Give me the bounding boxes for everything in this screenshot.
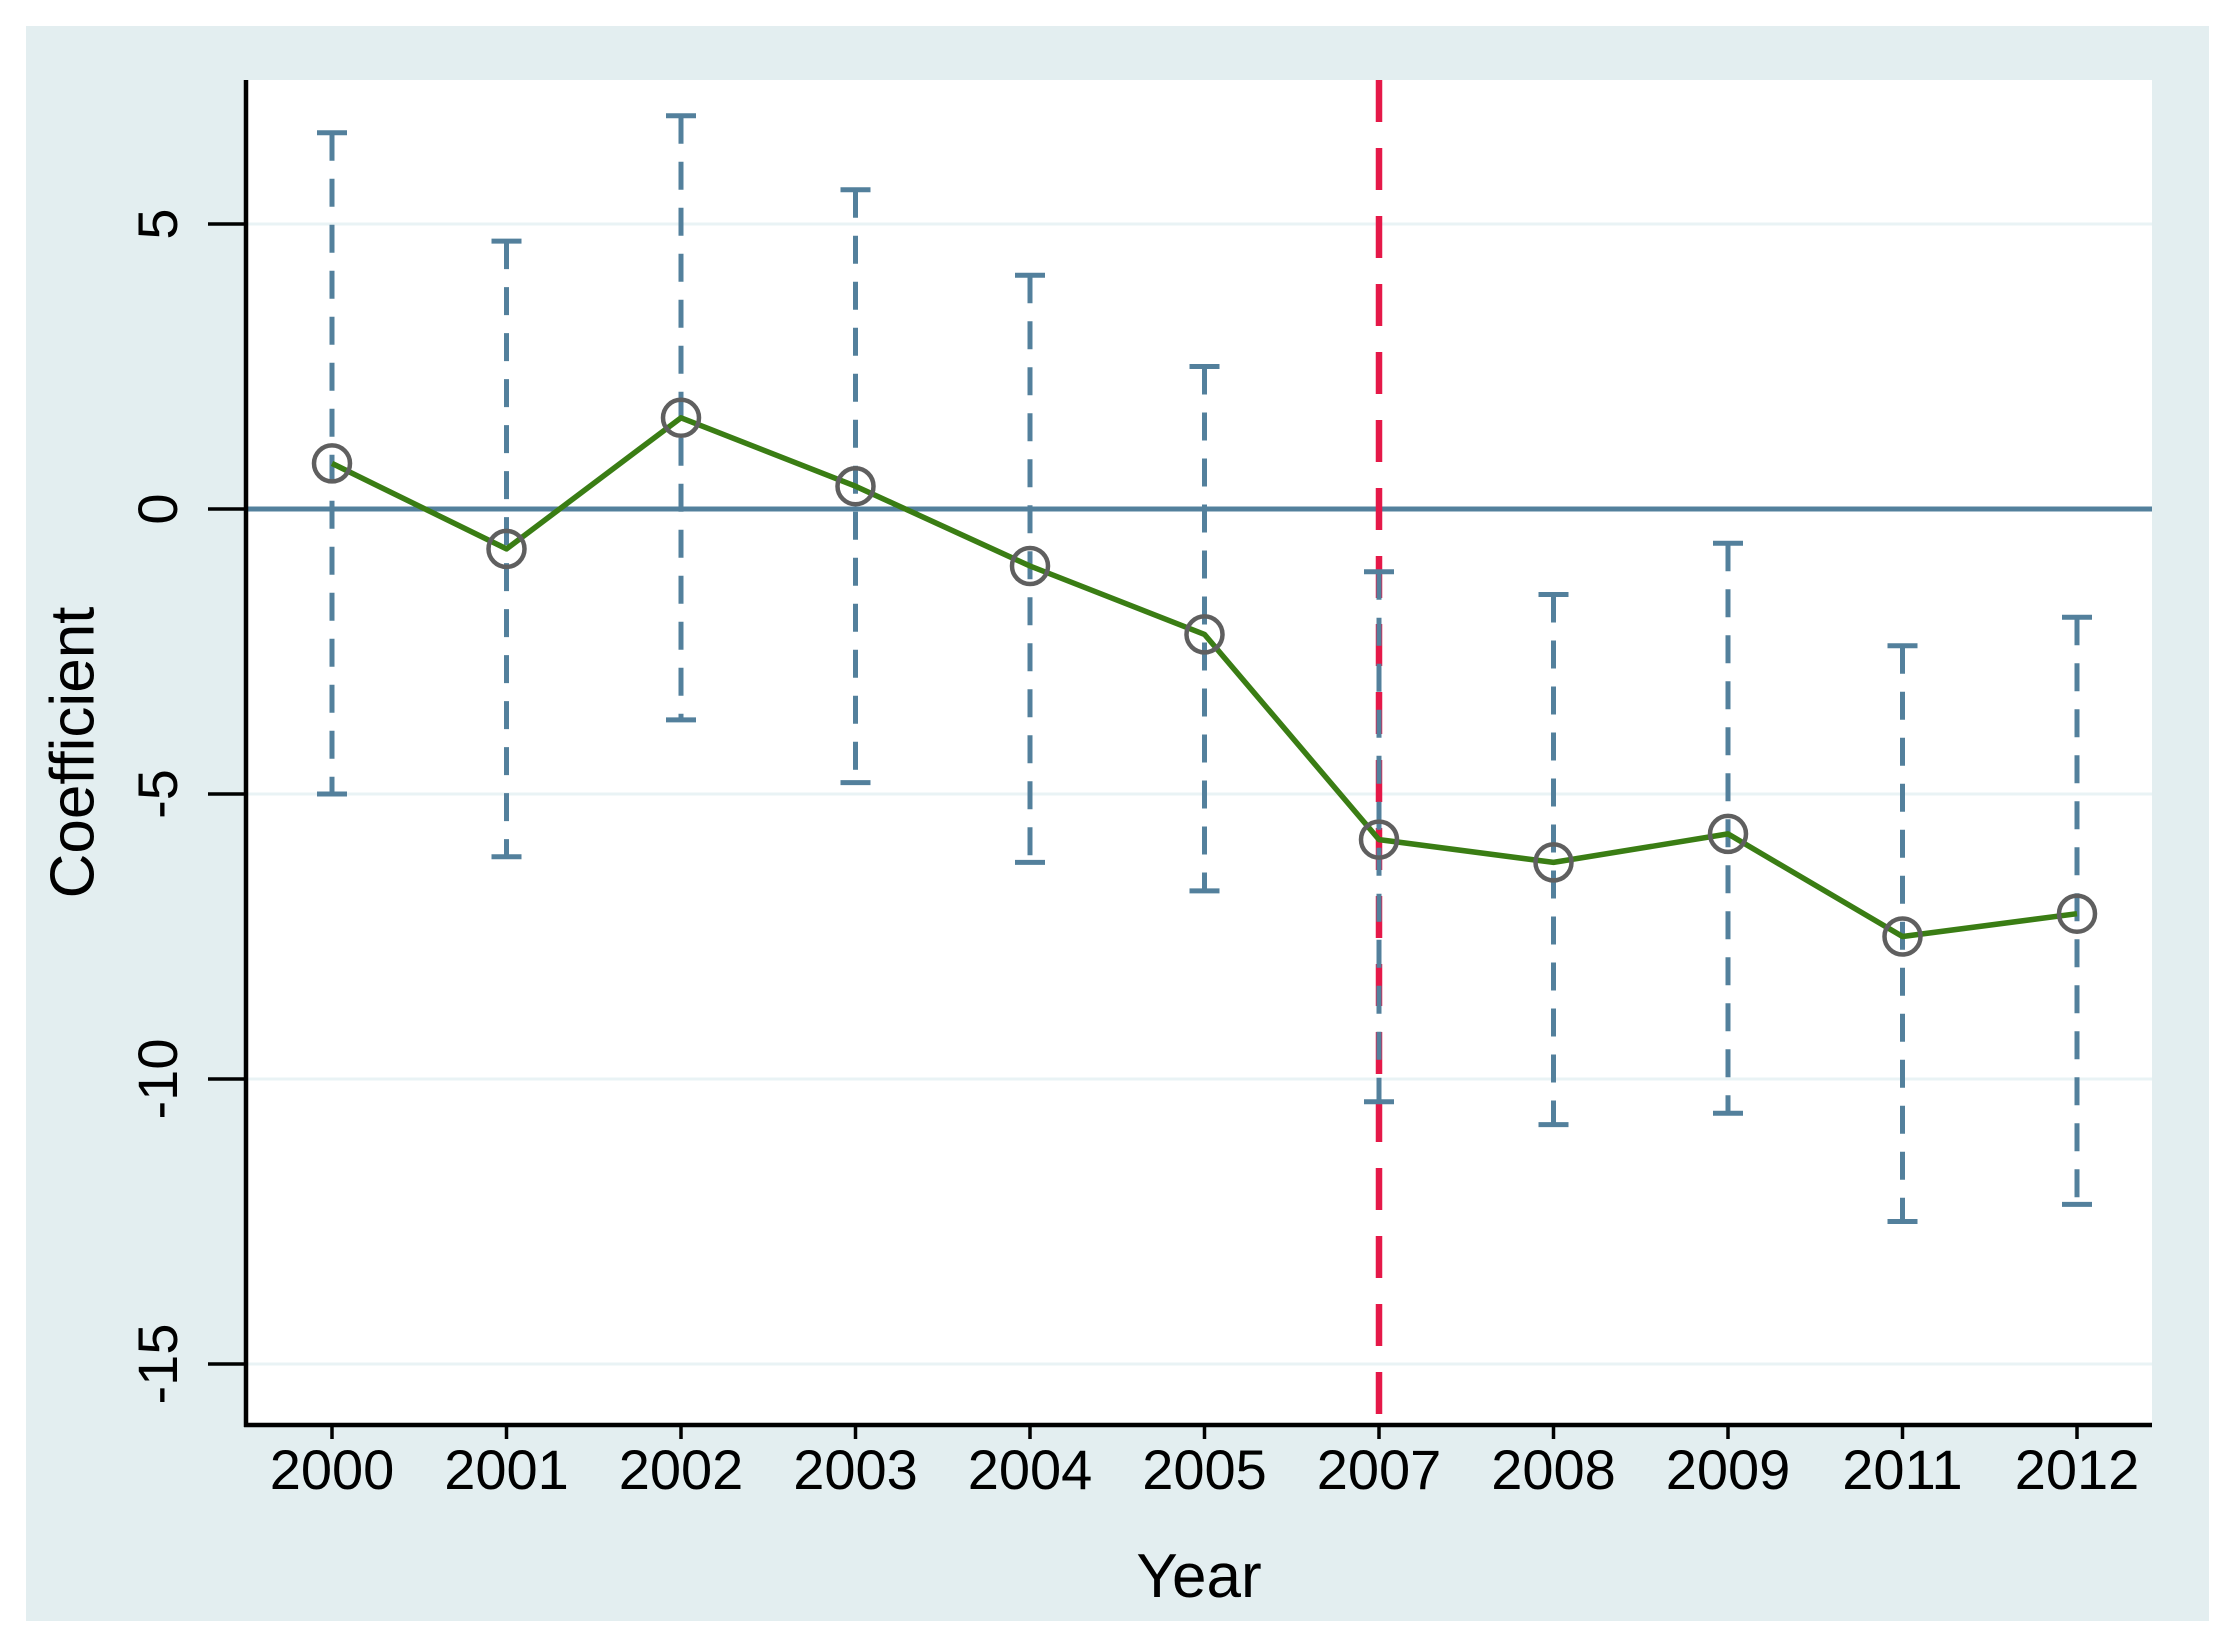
y-gridlines [246,222,2152,1366]
y-tick-label--5: -5 [126,769,189,819]
x-tick-label-2003: 2003 [793,1438,918,1501]
marker-2003 [835,465,876,507]
x-tick-label-2011: 2011 [1842,1438,1962,1501]
x-tick-label-2007: 2007 [1317,1438,1442,1501]
ci-whisker-2009 [1713,540,1743,1116]
y-tick-label-0: 0 [126,493,189,524]
marker-2000 [311,443,353,484]
estimate-markers [311,397,2098,957]
x-tick-label-2000: 2000 [270,1438,395,1501]
marker-2001 [486,528,527,570]
ci-whisker-2008 [1538,592,1569,1128]
ci-whisker-2007 [1364,569,1394,1105]
y-axis-title: Coefficient [38,607,107,899]
ci-whisker-2012 [2062,614,2092,1207]
ci-whisker-2005 [1189,364,1220,894]
x-tick-label-2009: 2009 [1666,1438,1791,1501]
x-axis-title: Year [1136,1542,1261,1611]
marker-2012 [2056,893,2098,934]
x-tick-label-2001: 2001 [444,1438,569,1501]
x-tick-label-2012: 2012 [2015,1438,2140,1501]
marker-2007 [1358,819,1400,860]
marker-2002 [660,397,702,439]
plot-area [246,80,2152,1425]
x-tick-label-2002: 2002 [619,1438,744,1501]
x-tick-label-2005: 2005 [1142,1438,1267,1501]
marker-2009 [1707,813,1749,855]
x-tick-label-2008: 2008 [1491,1438,1616,1501]
y-axis-ticks-labels: 5 0 -5 -10 -15 [126,208,246,1404]
marker-2008 [1533,842,1574,883]
ci-whisker-2001 [491,238,522,860]
estimate-line [330,415,2078,940]
y-tick-label--15: -15 [126,1324,189,1405]
marker-2005 [1184,614,1225,655]
x-axis-ticks-labels: 2000 2001 2002 2003 2004 2005 2007 2008 2009 2011… [270,1425,2140,1501]
marker-2004 [1009,545,1051,587]
marker-2011 [1882,916,1923,957]
y-tick-label-5: 5 [126,208,189,239]
y-tick-label--10: -10 [126,1039,189,1120]
x-tick-label-2004: 2004 [968,1438,1093,1501]
